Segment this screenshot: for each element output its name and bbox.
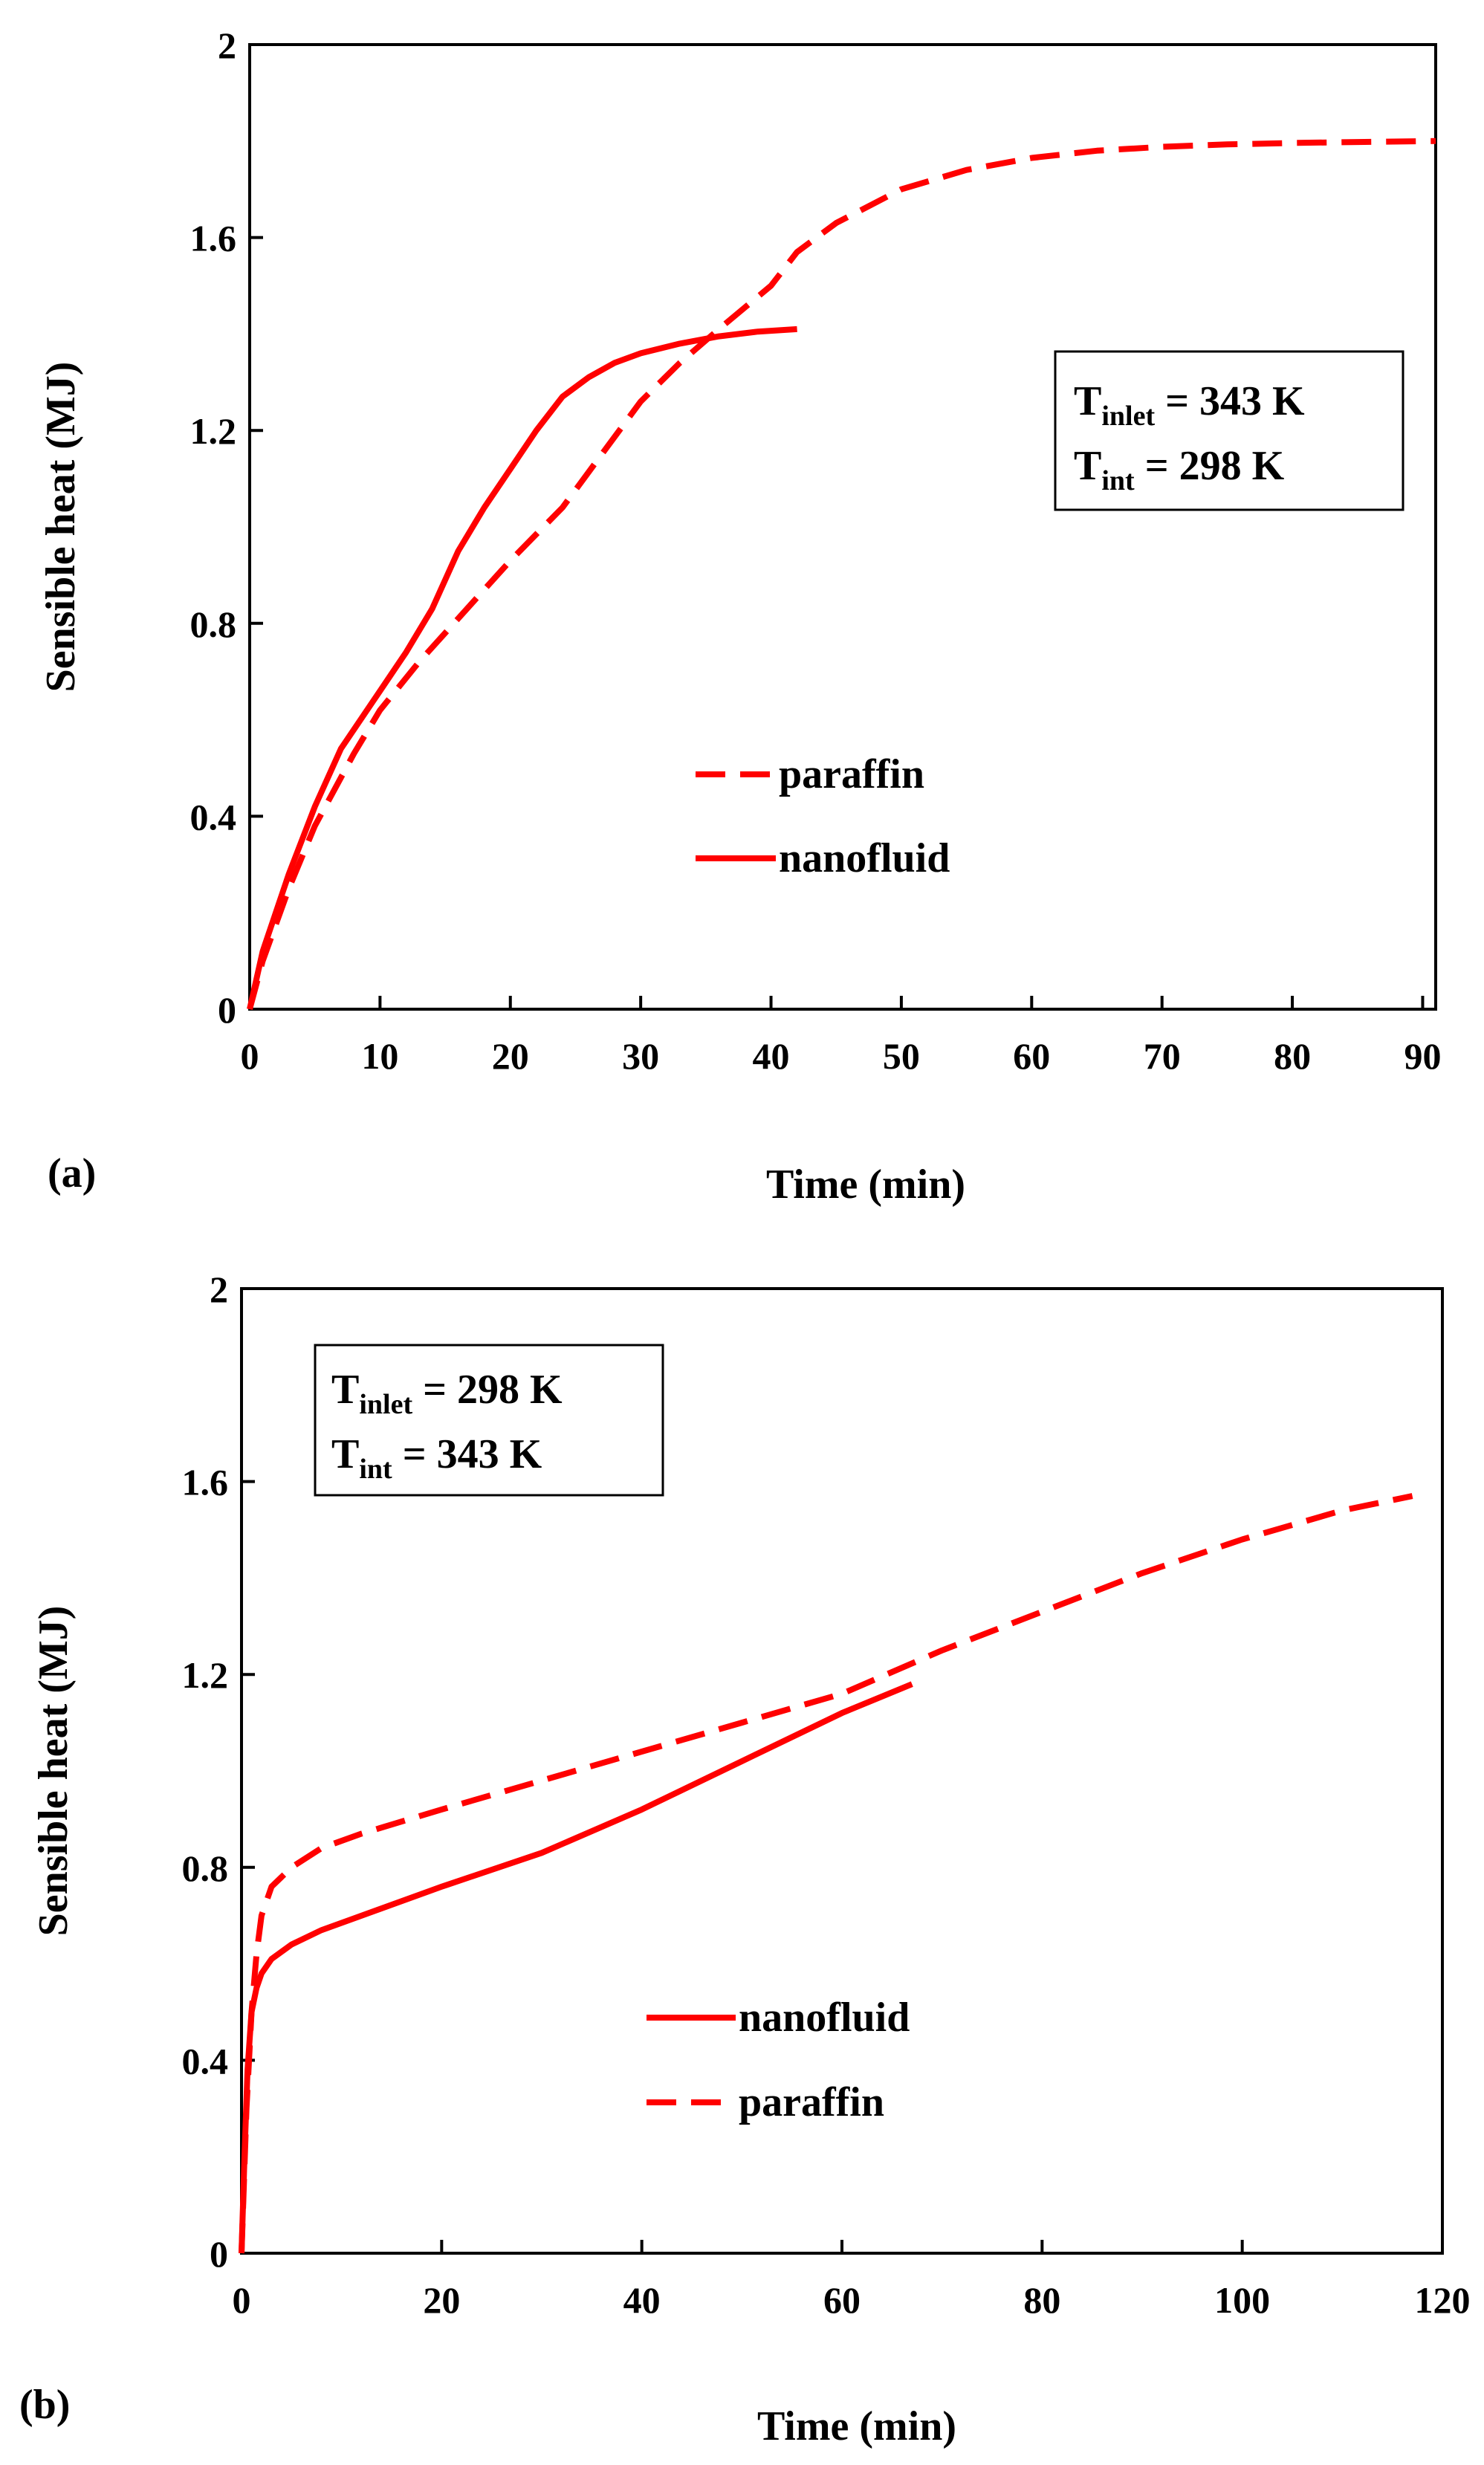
legend-entry-nanofluid: nanofluid [696, 835, 950, 881]
x-tick-label: 20 [423, 2279, 460, 2321]
annotation-line-2: Tint = 343 K [331, 1431, 542, 1485]
legend-entry-paraffin: paraffin [696, 751, 924, 797]
series-line-paraffin [247, 137, 1436, 1011]
legend-entry-nanofluid: nanofluid [647, 1995, 910, 2041]
y-tick-label: 0.4 [182, 2040, 229, 2082]
annotation-subscript: inlet [1101, 401, 1155, 432]
x-tick-label: 0 [233, 2279, 251, 2321]
y-tick-label: 2 [218, 25, 236, 66]
legend-label-nanofluid: nanofluid [779, 835, 950, 881]
annotation-base: T [331, 1367, 359, 1413]
annotation-value: = 343 K [392, 1431, 542, 1477]
series-line-paraffin [239, 1493, 1413, 2254]
legend-label-paraffin: paraffin [739, 2079, 884, 2125]
x-tick-label: 100 [1214, 2279, 1270, 2321]
annotation-line-2: Tint = 298 K [1074, 443, 1285, 496]
x-tick-label: 60 [823, 2279, 861, 2321]
panel-b: 0 0.4 0.8 1.2 1.6 2 0 20 40 60 80 100 120 Sensible … [19, 1269, 1471, 2449]
series-line-nanofluid [239, 1681, 913, 2254]
panel-label: (a) [48, 1150, 96, 1196]
x-tick-label: 80 [1274, 1035, 1311, 1077]
annotation-subscript: int [1101, 465, 1135, 496]
series-layer [247, 137, 1436, 1011]
x-tick-label: 60 [1013, 1035, 1050, 1077]
y-tick-label: 0 [218, 989, 236, 1031]
y-tick-label: 0.4 [190, 796, 237, 838]
panel-a: 0 0.4 0.8 1.2 1.6 2 0 10 20 30 40 50 60 70 80 90 Sensi… [38, 25, 1441, 1208]
annotation-box: Tinlet = 343 K Tint = 298 K [1054, 350, 1404, 511]
x-tick-label: 30 [622, 1035, 659, 1077]
x-tick-label: 10 [361, 1035, 398, 1077]
panel-label: (b) [19, 2382, 70, 2428]
x-ticks: 0 20 40 60 80 100 120 [233, 2240, 1471, 2321]
y-tick-label: 0.8 [190, 603, 237, 645]
annotation-base: T [1074, 378, 1101, 424]
y-axis-label: Sensible heat (MJ) [30, 1606, 77, 1937]
legend: paraffin nanofluid [696, 751, 950, 881]
plot-frame [248, 43, 1437, 1011]
annotation-value: = 343 K [1155, 378, 1305, 424]
y-tick-label: 2 [210, 1269, 228, 1310]
legend-entry-paraffin: paraffin [647, 2079, 884, 2125]
annotation-subscript: int [359, 1454, 392, 1485]
x-tick-label: 70 [1144, 1035, 1181, 1077]
legend-label-paraffin: paraffin [779, 751, 924, 797]
x-tick-label: 40 [753, 1035, 790, 1077]
annotation-frame [1054, 350, 1404, 511]
x-tick-label: 0 [241, 1035, 259, 1077]
annotation-box: Tinlet = 298 K Tint = 343 K [314, 1344, 664, 1497]
y-axis-label: Sensible heat (MJ) [38, 362, 84, 693]
x-tick-label: 90 [1404, 1035, 1441, 1077]
legend-label-nanofluid: nanofluid [739, 1995, 910, 2041]
x-tick-label: 120 [1415, 2279, 1471, 2321]
x-tick-label: 20 [492, 1035, 529, 1077]
annotation-base: T [331, 1431, 359, 1477]
x-tick-label: 40 [623, 2279, 661, 2321]
x-tick-label: 50 [883, 1035, 920, 1077]
y-tick-label: 1.2 [190, 410, 237, 452]
series-layer [239, 1493, 1413, 2254]
annotation-line-1: Tinlet = 298 K [331, 1367, 563, 1420]
legend: nanofluid paraffin [647, 1995, 910, 2125]
annotation-base: T [1074, 443, 1101, 489]
x-axis-label: Time (min) [757, 2403, 956, 2449]
annotation-line-1: Tinlet = 343 K [1074, 378, 1305, 432]
annotation-value: = 298 K [412, 1367, 563, 1413]
y-tick-label: 0.8 [182, 1847, 229, 1889]
series-line-nanofluid [247, 325, 797, 1010]
annotation-value: = 298 K [1135, 443, 1285, 489]
x-axis-label: Time (min) [766, 1162, 965, 1208]
annotation-subscript: inlet [359, 1389, 412, 1420]
y-tick-label: 1.6 [190, 218, 237, 259]
x-ticks: 0 10 20 30 40 50 60 70 80 90 [241, 996, 1441, 1077]
y-tick-label: 0 [210, 2233, 228, 2275]
y-tick-label: 1.6 [182, 1462, 229, 1503]
y-tick-label: 1.2 [182, 1654, 229, 1696]
annotation-frame [314, 1344, 664, 1497]
y-ticks: 0 0.4 0.8 1.2 1.6 2 [190, 25, 263, 1031]
x-tick-label: 80 [1023, 2279, 1060, 2321]
